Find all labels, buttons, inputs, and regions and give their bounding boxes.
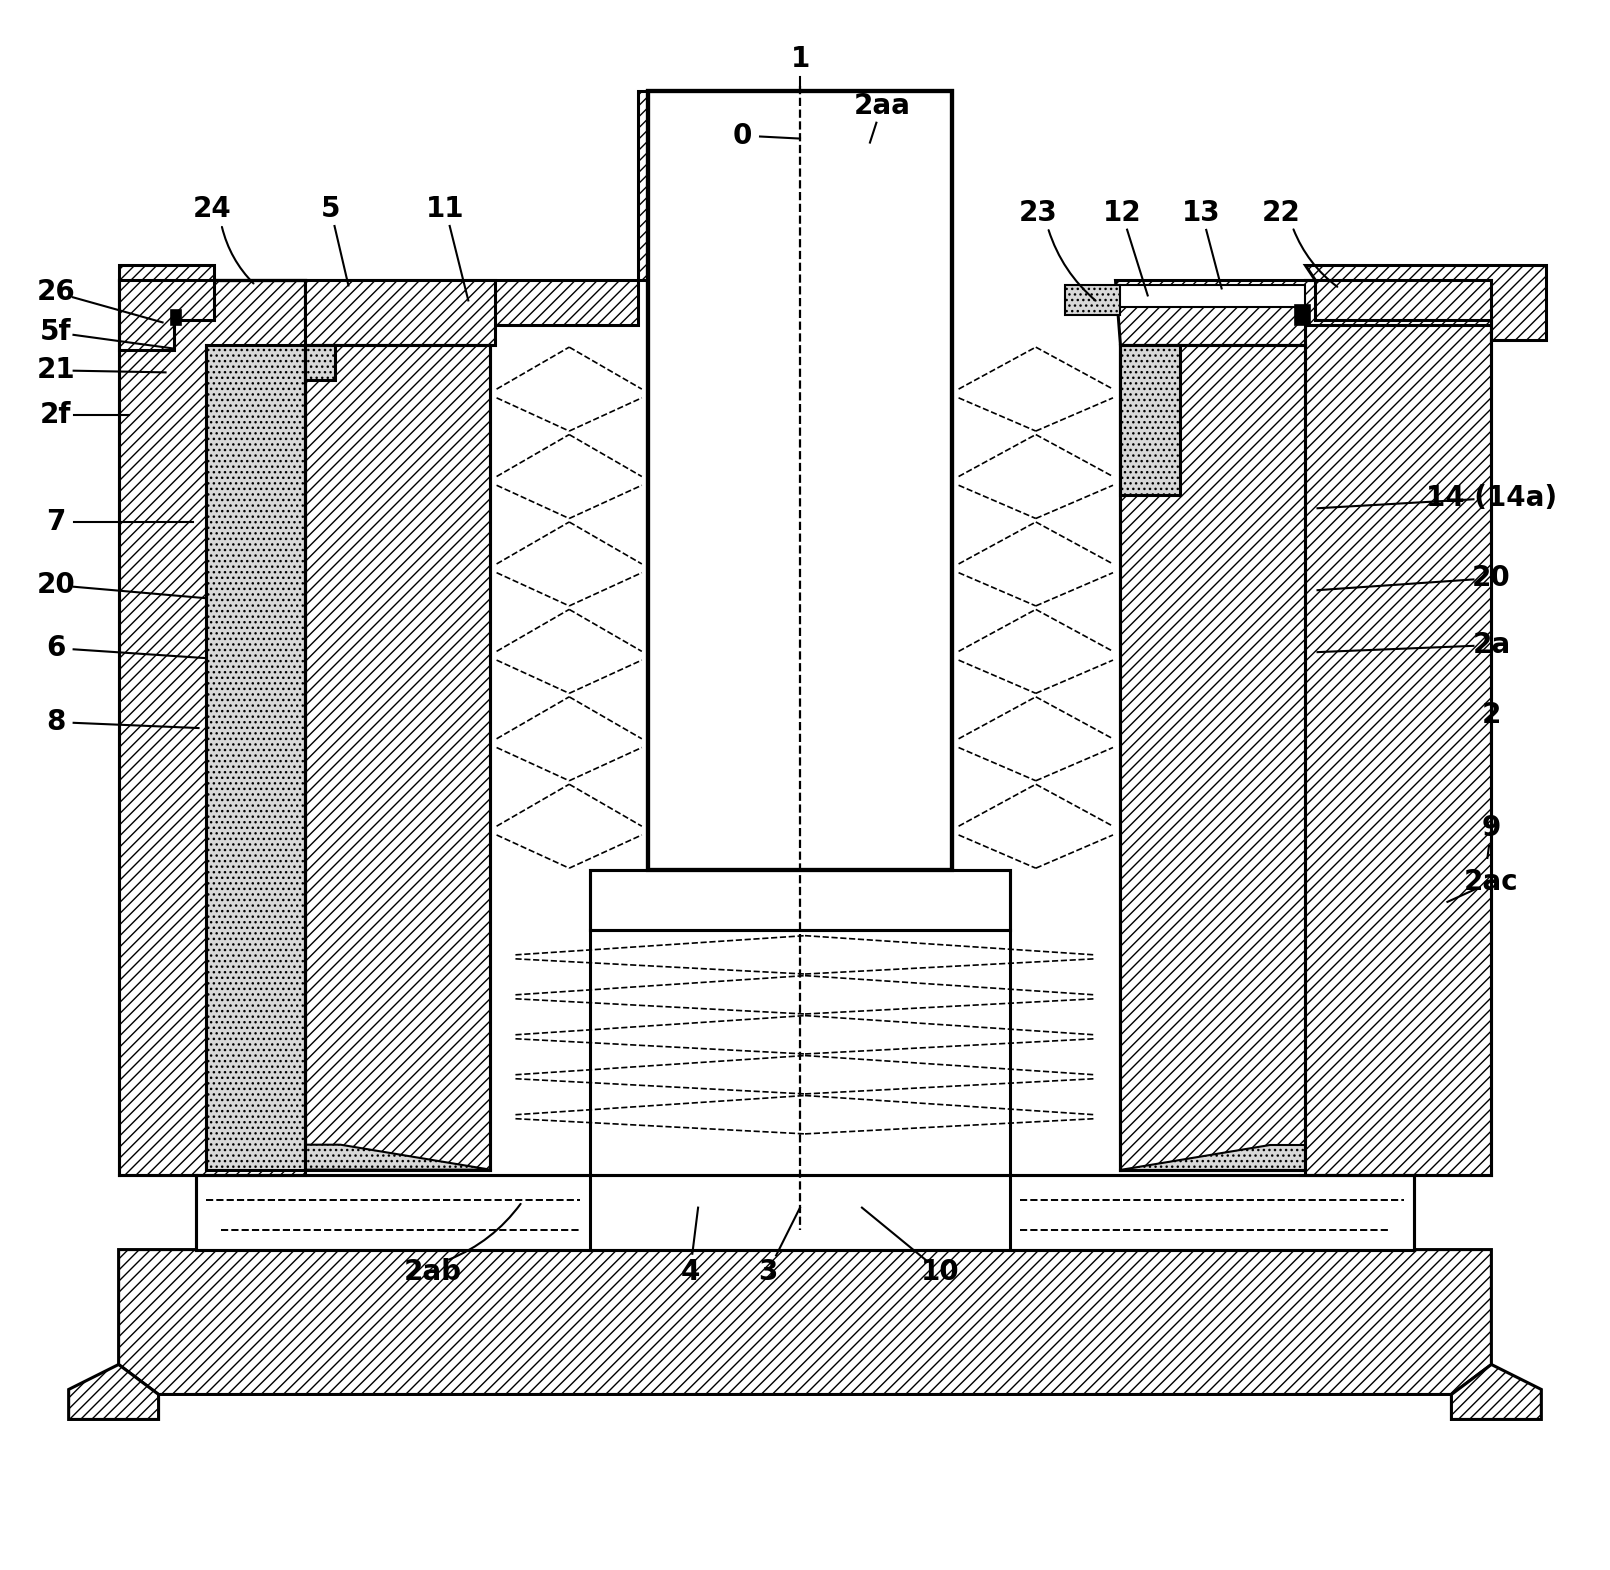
Text: 21: 21	[37, 356, 76, 385]
Text: 11: 11	[427, 195, 465, 223]
Text: 8: 8	[47, 708, 66, 736]
Text: 2: 2	[1481, 702, 1501, 728]
Text: 2ab: 2ab	[404, 1258, 462, 1286]
Text: 26: 26	[37, 278, 76, 306]
Text: 10: 10	[921, 1258, 960, 1286]
Text: 5f: 5f	[40, 319, 71, 347]
Polygon shape	[1119, 281, 1491, 1174]
Polygon shape	[306, 1145, 491, 1170]
Polygon shape	[195, 1174, 1415, 1250]
Polygon shape	[119, 1250, 1491, 1394]
Polygon shape	[119, 281, 496, 345]
Text: 2aa: 2aa	[853, 91, 910, 119]
Bar	[206, 345, 306, 1170]
Polygon shape	[69, 1364, 158, 1419]
Text: 2ac: 2ac	[1463, 868, 1518, 896]
Text: 4: 4	[681, 1258, 700, 1286]
Bar	[1064, 286, 1119, 316]
Text: 13: 13	[1182, 198, 1220, 226]
Polygon shape	[1119, 1145, 1304, 1170]
Text: 12: 12	[1103, 198, 1141, 226]
Bar	[1114, 286, 1304, 308]
Text: 2a: 2a	[1472, 631, 1510, 659]
Text: 7: 7	[47, 509, 66, 537]
Polygon shape	[119, 281, 306, 1174]
Bar	[306, 345, 491, 1170]
Text: 0: 0	[733, 121, 752, 149]
Bar	[306, 345, 335, 380]
Text: 5: 5	[320, 195, 340, 223]
Polygon shape	[119, 265, 214, 350]
Text: 1: 1	[791, 44, 810, 72]
Bar	[171, 311, 180, 325]
Text: 14 (14a): 14 (14a)	[1426, 484, 1557, 512]
Bar	[591, 870, 1009, 929]
Text: 9: 9	[1481, 813, 1501, 842]
Text: 3: 3	[758, 1258, 778, 1286]
Bar	[591, 870, 1009, 929]
Polygon shape	[119, 91, 649, 325]
Text: 2f: 2f	[40, 402, 71, 429]
Bar	[1119, 345, 1304, 1170]
Text: 6: 6	[47, 634, 66, 663]
Bar	[649, 91, 952, 870]
Text: 22: 22	[1262, 198, 1301, 226]
Bar	[649, 91, 952, 870]
Text: 20: 20	[1472, 564, 1510, 592]
Text: 20: 20	[37, 571, 76, 600]
Polygon shape	[1114, 281, 1491, 345]
Bar	[1119, 345, 1180, 495]
Polygon shape	[1304, 265, 1546, 341]
Polygon shape	[1452, 1364, 1541, 1419]
Bar	[1294, 306, 1309, 325]
Text: 23: 23	[1019, 198, 1058, 226]
Text: 24: 24	[193, 195, 232, 223]
